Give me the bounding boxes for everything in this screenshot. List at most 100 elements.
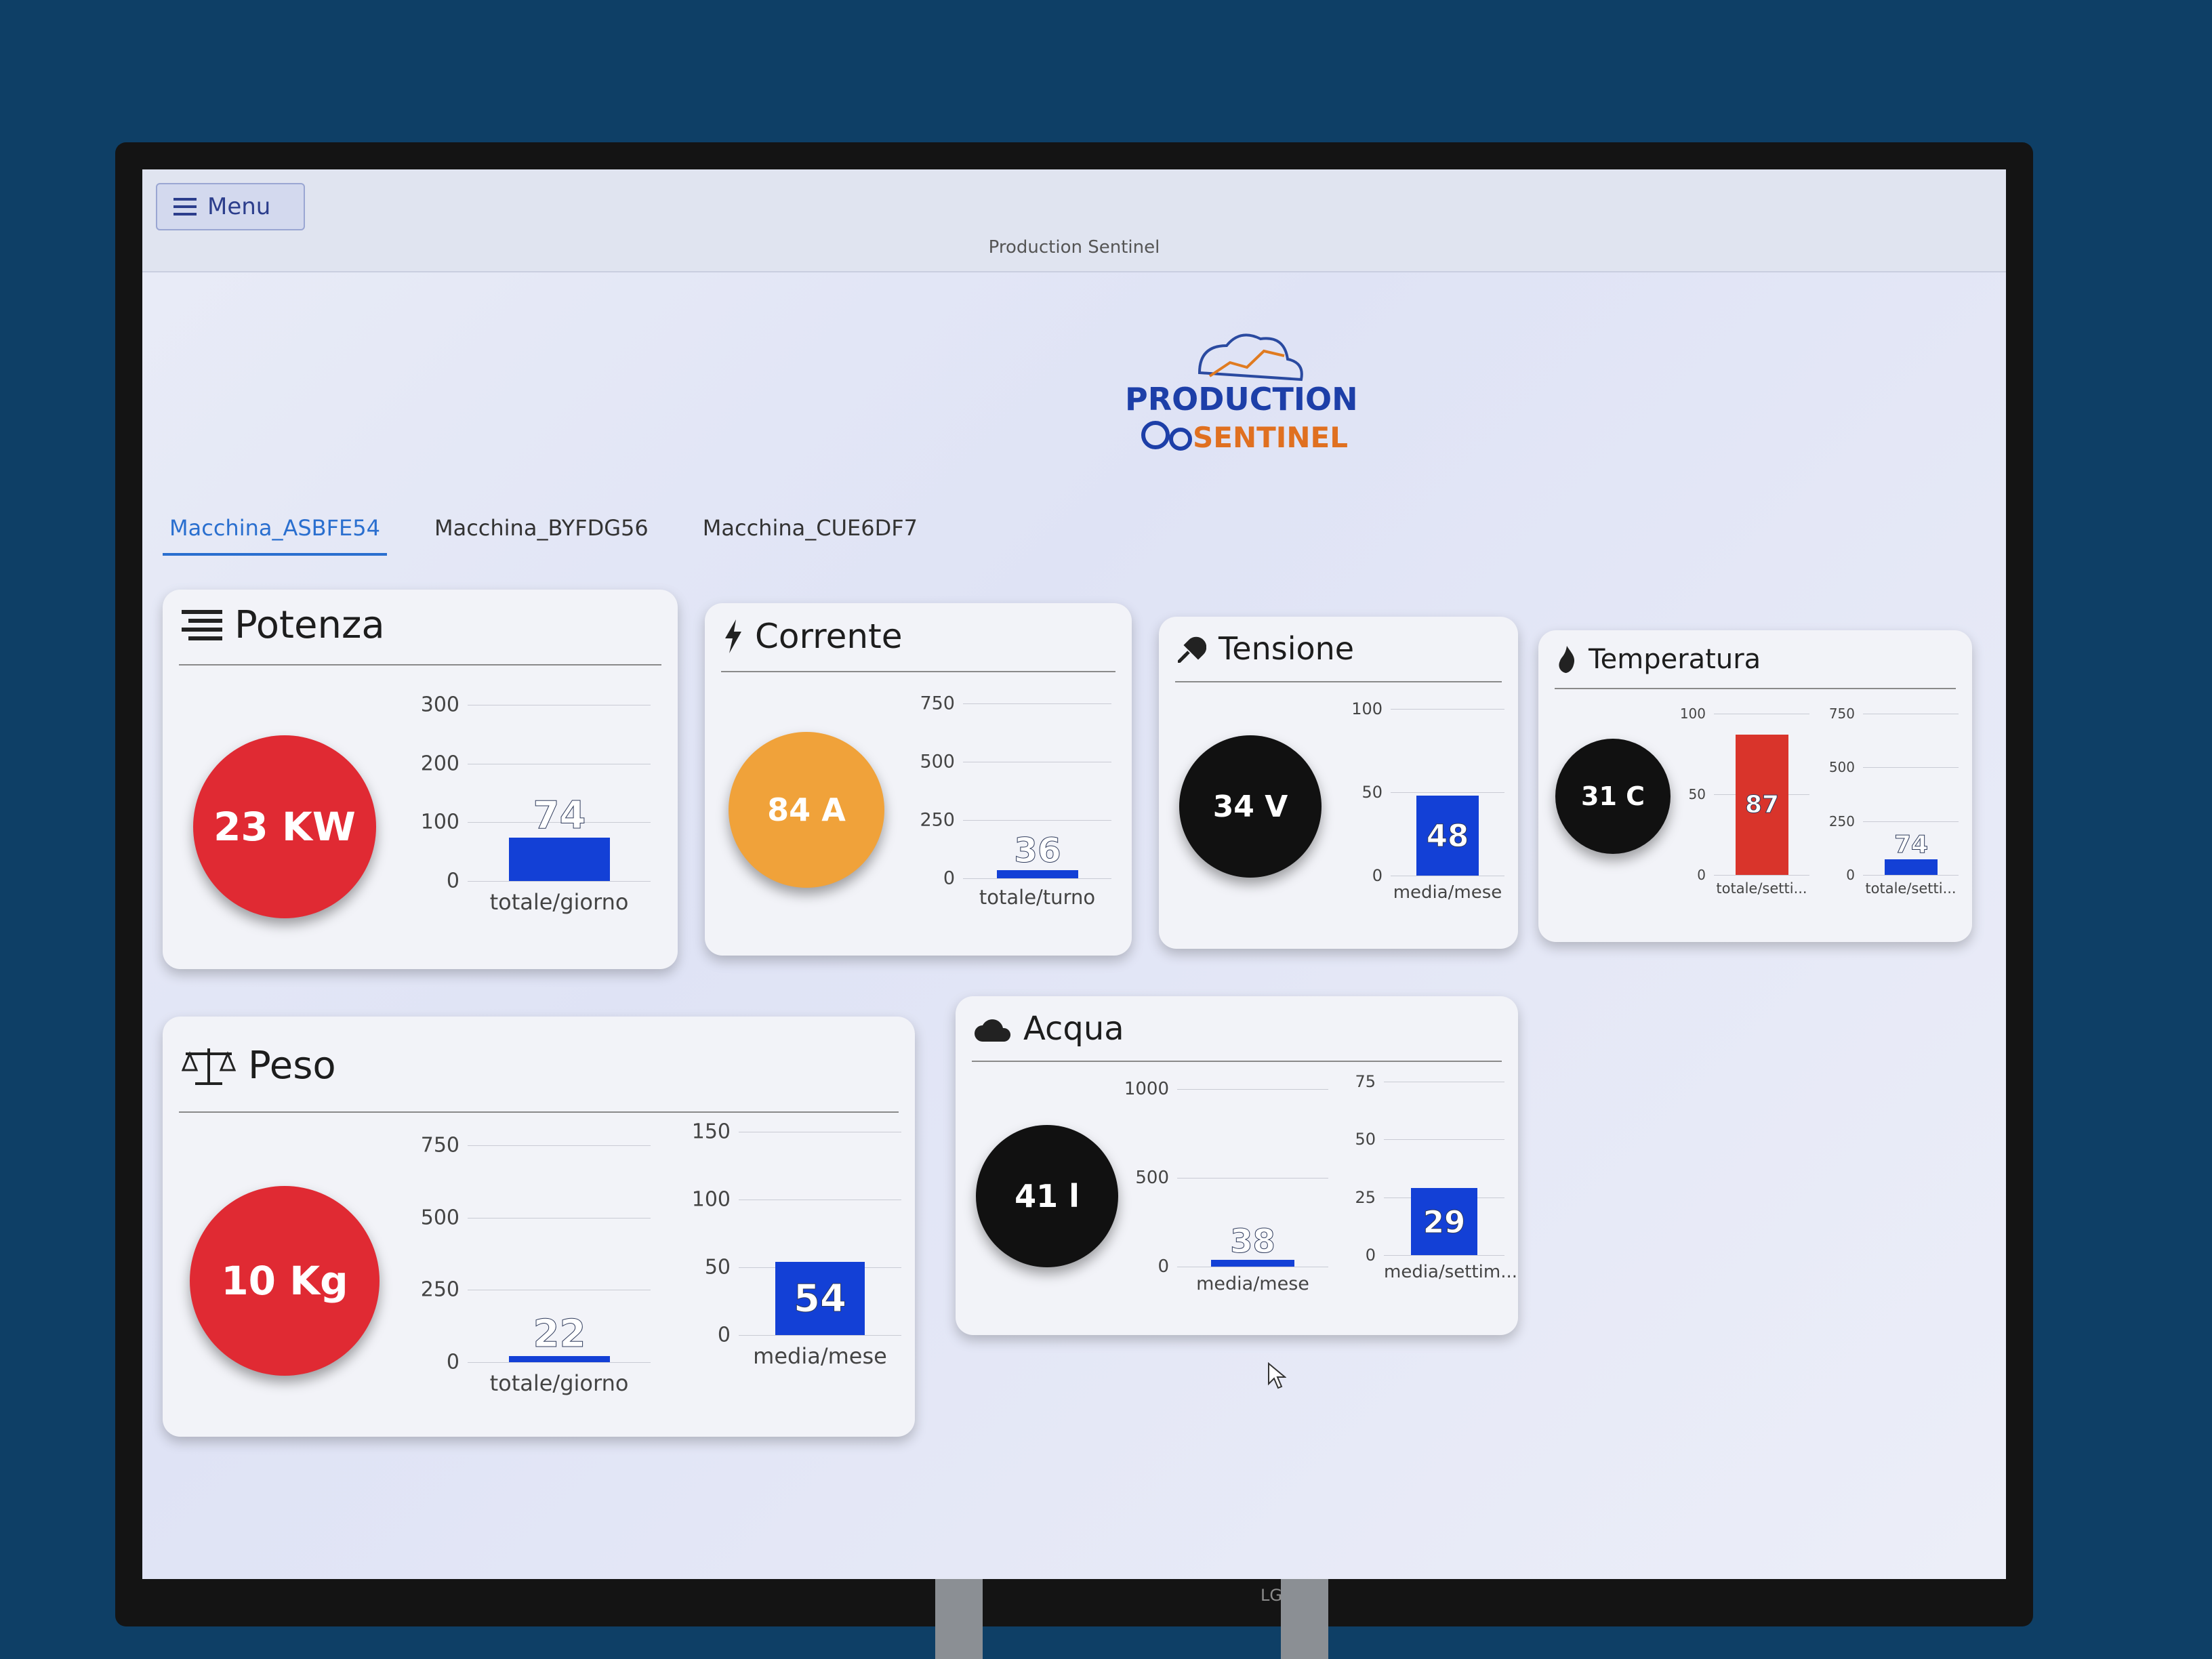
gauge-tensione: 34 V: [1179, 735, 1322, 878]
bar-value-label: 38: [1230, 1222, 1276, 1261]
axis-tick-label: 250: [920, 809, 955, 831]
chart-bar: [1736, 734, 1788, 875]
axis-tick-label: 0: [1158, 1256, 1169, 1277]
grid-line: [739, 1335, 901, 1336]
bar-chart-peso-2: 150 100 50 0 54 media/mese: [678, 1118, 901, 1376]
axis-tick-label: 100: [420, 810, 459, 834]
machine-tabs: Macchina_ASBFE54 Macchina_BYFDG56 Macchi…: [163, 508, 924, 556]
card-peso: Peso 10 Kg 750 500 250 0 22 totale/giorno 150…: [163, 1017, 915, 1437]
bar-value-label: 74: [533, 794, 586, 838]
card-divider: [1555, 688, 1956, 689]
grid-line: [468, 881, 651, 882]
tv-stand: [935, 1579, 983, 1659]
grid-line: [963, 703, 1111, 704]
grid-line: [1863, 821, 1959, 822]
menu-button[interactable]: Menu: [156, 183, 305, 230]
x-axis-label: media/settim...: [1384, 1262, 1518, 1282]
axis-tick-label: 25: [1355, 1187, 1376, 1207]
card-title-peso: Peso: [248, 1044, 336, 1088]
axis-tick-label: 50: [1688, 786, 1706, 802]
card-divider: [972, 1061, 1502, 1062]
axis-tick-label: 0: [1846, 867, 1855, 883]
production-sentinel-logo: PRODUCTION SENTINEL: [1118, 325, 1362, 461]
axis-tick-label: 0: [943, 867, 955, 889]
menu-label: Menu: [207, 193, 271, 220]
card-potenza: Potenza 23 KW 300 200 100 0 74 totale/giorno: [163, 590, 678, 969]
axis-tick-label: 0: [446, 1350, 459, 1374]
grid-line: [1177, 1089, 1328, 1090]
axis-tick-label: 100: [1351, 699, 1382, 718]
x-axis-label: media/mese: [1393, 882, 1502, 903]
x-axis-label: totale/setti...: [1865, 880, 1957, 897]
card-title-tensione: Tensione: [1218, 630, 1355, 667]
grid-line: [1863, 767, 1959, 769]
gauge-temperatura: 31 C: [1555, 739, 1671, 854]
card-divider: [1175, 681, 1502, 682]
cloud-icon: [975, 1019, 1011, 1042]
logo-line1: PRODUCTION: [1125, 381, 1358, 417]
axis-tick-label: 0: [446, 869, 459, 893]
chart-bar: [775, 1262, 865, 1335]
flame-icon: [1559, 646, 1575, 673]
axis-tick-label: 300: [420, 693, 459, 717]
bar-chart-peso-1: 750 500 250 0 22 totale/giorno: [407, 1132, 651, 1403]
grid-line: [1384, 1255, 1504, 1256]
x-axis-label: totale/giorno: [489, 1370, 629, 1396]
bar-value-label: 22: [533, 1312, 586, 1357]
gauge-peso: 10 Kg: [190, 1186, 380, 1376]
bar-chart-acqua-1: 1000 500 0 38 media/mese: [1124, 1078, 1328, 1301]
tv-stand: [1281, 1579, 1328, 1659]
grid-line: [963, 878, 1111, 879]
bar-value-label: 87: [1744, 790, 1780, 819]
card-tensione: Tensione 34 V 100 50 0 48 media/mese: [1159, 617, 1518, 949]
card-temperatura: Temperatura 31 C 100 50 0 87 totale/setti...…: [1538, 630, 1972, 942]
card-divider: [179, 664, 661, 665]
bar-value-label: 36: [1014, 831, 1062, 871]
bar-value-label: 48: [1426, 818, 1469, 855]
grid-line: [963, 820, 1111, 821]
axis-tick-label: 200: [420, 752, 459, 776]
grid-line: [1863, 875, 1959, 876]
card-divider: [721, 671, 1115, 672]
tab-macchina-asbfe54[interactable]: Macchina_ASBFE54: [163, 508, 387, 556]
plug-icon: [1178, 636, 1206, 663]
chart-bar: [509, 837, 610, 881]
list-icon: [182, 609, 222, 640]
bar-value-label: 54: [794, 1276, 847, 1321]
chart-bar: [997, 869, 1078, 878]
grid-line: [1714, 875, 1809, 876]
axis-tick-label: 750: [920, 693, 955, 714]
card-corrente: Corrente 84 A 750 500 250 0 36 totale/turno: [705, 603, 1132, 956]
card-title-acqua: Acqua: [1023, 1010, 1124, 1048]
chart-bar: [1211, 1260, 1294, 1267]
axis-tick-label: 500: [920, 751, 955, 773]
gauge-potenza: 23 KW: [193, 735, 376, 918]
tv-brand-logo: LG: [1261, 1586, 1282, 1605]
tab-macchina-byfdg56[interactable]: Macchina_BYFDG56: [434, 515, 649, 541]
tab-macchina-cue6df7[interactable]: Macchina_CUE6DF7: [702, 515, 918, 541]
axis-tick-label: 0: [1372, 866, 1382, 885]
axis-tick-label: 500: [420, 1206, 459, 1230]
hamburger-icon: [173, 198, 197, 216]
gauge-corrente: 84 A: [729, 732, 884, 888]
axis-tick-label: 250: [1828, 813, 1855, 830]
chart-bar: [1885, 859, 1938, 875]
axis-tick-label: 50: [1355, 1130, 1376, 1149]
axis-tick-label: 100: [691, 1187, 731, 1212]
bar-chart-temperatura-2: 750 500 250 0 74 totale/setti...: [1823, 705, 1959, 901]
bolt-icon: [725, 619, 741, 653]
axis-tick-label: 50: [704, 1255, 731, 1279]
chart-bar: [509, 1355, 610, 1362]
card-title-temperatura: Temperatura: [1589, 644, 1761, 675]
grid-line: [468, 822, 651, 823]
bar-value-label: 29: [1422, 1204, 1466, 1240]
card-acqua: Acqua 41 l 1000 500 0 38 media/mese 75 50 25 0 2…: [956, 996, 1518, 1335]
axis-tick-label: 500: [1828, 759, 1855, 776]
chart-bar: [1411, 1188, 1477, 1255]
bar-chart-potenza: 300 200 100 0 74 totale/giorno: [407, 691, 651, 922]
grid-line: [1384, 1139, 1504, 1141]
x-axis-label: media/mese: [753, 1343, 887, 1369]
axis-tick-label: 150: [691, 1120, 731, 1144]
card-divider: [179, 1111, 899, 1113]
bar-value-label: 74: [1893, 831, 1929, 859]
